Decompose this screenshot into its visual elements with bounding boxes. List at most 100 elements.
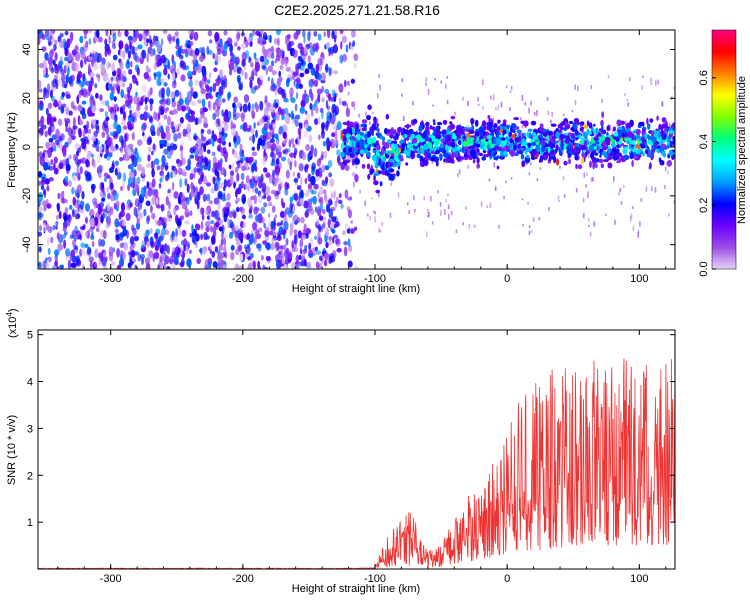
spectrogram-y-tick-label: -20 (21, 188, 33, 204)
spectrogram-noise-mark (253, 122, 256, 129)
spectrogram-signal-mark (525, 147, 532, 152)
spectrogram-noise-mark (269, 138, 275, 143)
spectrogram-noise-mark (227, 218, 230, 229)
spectrogram-noise-mark (222, 206, 228, 215)
spectrogram-noise-mark (122, 180, 125, 191)
spectrogram-noise-mark (261, 195, 267, 200)
spectrogram-signal-mark (530, 134, 534, 140)
spectrogram-signal-mark (642, 152, 645, 157)
spectrogram-speckle-mark (530, 162, 532, 166)
spectrogram-noise-mark (325, 204, 331, 213)
spectrogram-noise-mark (330, 96, 335, 102)
spectrogram-noise-mark (111, 62, 115, 72)
spectrogram-noise-mark (155, 232, 159, 242)
spectrogram-noise-mark (104, 176, 107, 183)
spectrogram-signal-mark (433, 121, 436, 126)
spectrogram-noise-mark (132, 151, 137, 157)
spectrogram-noise-mark (52, 224, 56, 231)
snr-y-tick-label: 1 (27, 517, 33, 529)
spectrogram-noise-mark (85, 160, 91, 168)
spectrogram-noise-mark (269, 243, 275, 251)
spectrogram-noise-mark (77, 104, 83, 112)
spectrogram-signal-mark (423, 143, 429, 151)
spectrogram-noise-mark (274, 102, 278, 109)
spectrogram-signal-mark (568, 121, 574, 124)
spectrogram-noise-mark (333, 224, 337, 229)
spectrogram-speckle-mark (347, 91, 350, 96)
spectrogram-noise-mark (250, 128, 255, 134)
spectrogram-noise-mark (46, 83, 51, 94)
spectrogram-noise-mark (301, 234, 307, 240)
spectrogram-noise-mark (87, 30, 92, 34)
spectrogram-noise-mark (235, 248, 240, 256)
spectrogram-speckle-mark (551, 111, 554, 117)
spectrogram-signal-mark (500, 151, 504, 157)
spectrogram-noise-mark (223, 44, 227, 54)
spectrogram-noise-mark (148, 146, 152, 153)
spectrogram-noise-mark (161, 217, 167, 225)
spectrogram-speckle-mark (582, 197, 585, 203)
spectrogram-noise-mark (354, 265, 359, 269)
spectrogram-noise-mark (118, 212, 122, 220)
colorbar-label: Normalized spectral amplitude (736, 76, 748, 224)
spectrogram-noise-mark (155, 35, 159, 42)
spectrogram-noise-mark (205, 209, 209, 216)
spectrogram-noise-mark (48, 56, 54, 66)
spectrogram-noise-mark (54, 39, 58, 45)
spectrogram-noise-mark (246, 243, 251, 250)
spectrogram-noise-mark (342, 230, 346, 236)
spectrogram-signal-mark (396, 170, 400, 177)
spectrogram-signal-mark (587, 131, 593, 135)
spectrogram-speckle-mark (447, 204, 450, 210)
spectrogram-signal-mark (575, 128, 578, 135)
spectrogram-speckle-mark (528, 107, 530, 114)
spectrogram-noise-mark (154, 219, 158, 226)
spectrogram-signal-mark (479, 152, 483, 157)
spectrogram-noise-mark (111, 160, 115, 168)
spectrogram-noise-mark (221, 197, 227, 202)
spectrogram-noise-mark (96, 140, 101, 145)
spectrogram-signal-mark (388, 161, 392, 167)
spectrogram-signal-mark (356, 133, 361, 141)
spectrogram-speckle-mark (547, 110, 550, 116)
spectrogram-signal-mark (385, 161, 389, 169)
spectrogram-signal-mark (343, 141, 347, 146)
spectrogram-noise-mark (280, 197, 284, 207)
spectrogram-noise-mark (113, 103, 119, 113)
spectrogram-noise-mark (300, 99, 306, 108)
spectrogram-signal-mark (489, 143, 494, 149)
spectrogram-signal-mark (450, 141, 456, 148)
spectrogram-noise-mark (307, 261, 312, 267)
spectrogram-noise-mark (163, 82, 168, 87)
spectrogram-noise-mark (270, 220, 274, 230)
spectrogram-noise-mark (105, 30, 109, 37)
spectrogram-noise-mark (259, 55, 265, 63)
spectrogram-noise-mark (38, 246, 42, 253)
spectrogram-noise-mark (116, 67, 121, 77)
spectrogram-noise-mark (209, 86, 213, 93)
spectrogram-signal-mark (386, 151, 392, 155)
spectrogram-noise-mark (180, 215, 185, 221)
spectrogram-noise-mark (185, 245, 189, 255)
spectrogram-speckle-mark (650, 82, 653, 85)
spectrogram-noise-mark (312, 195, 318, 205)
spectrogram-noise-mark (325, 242, 329, 249)
spectrogram-noise-mark (45, 30, 52, 38)
spectrogram-noise-mark (55, 225, 58, 230)
spectrogram-signal-mark (344, 159, 351, 164)
spectrogram-noise-mark (214, 246, 219, 253)
spectrogram-noise-mark (52, 59, 56, 66)
spectrogram-noise-mark (146, 241, 150, 248)
spectrogram-noise-mark (175, 255, 179, 261)
spectrogram-noise-mark (318, 224, 322, 233)
spectrogram-noise-mark (42, 222, 47, 233)
spectrogram-signal-mark (542, 128, 548, 133)
spectrogram-noise-mark (164, 107, 168, 114)
spectrogram-signal-mark (405, 124, 412, 128)
spectrogram-signal-mark (386, 132, 392, 136)
spectrogram-noise-mark (247, 36, 253, 43)
spectrogram-noise-mark (167, 73, 170, 80)
spectrogram-signal-mark (564, 138, 570, 144)
spectrogram-noise-mark (189, 40, 194, 47)
spectrogram-noise-mark (328, 198, 333, 207)
